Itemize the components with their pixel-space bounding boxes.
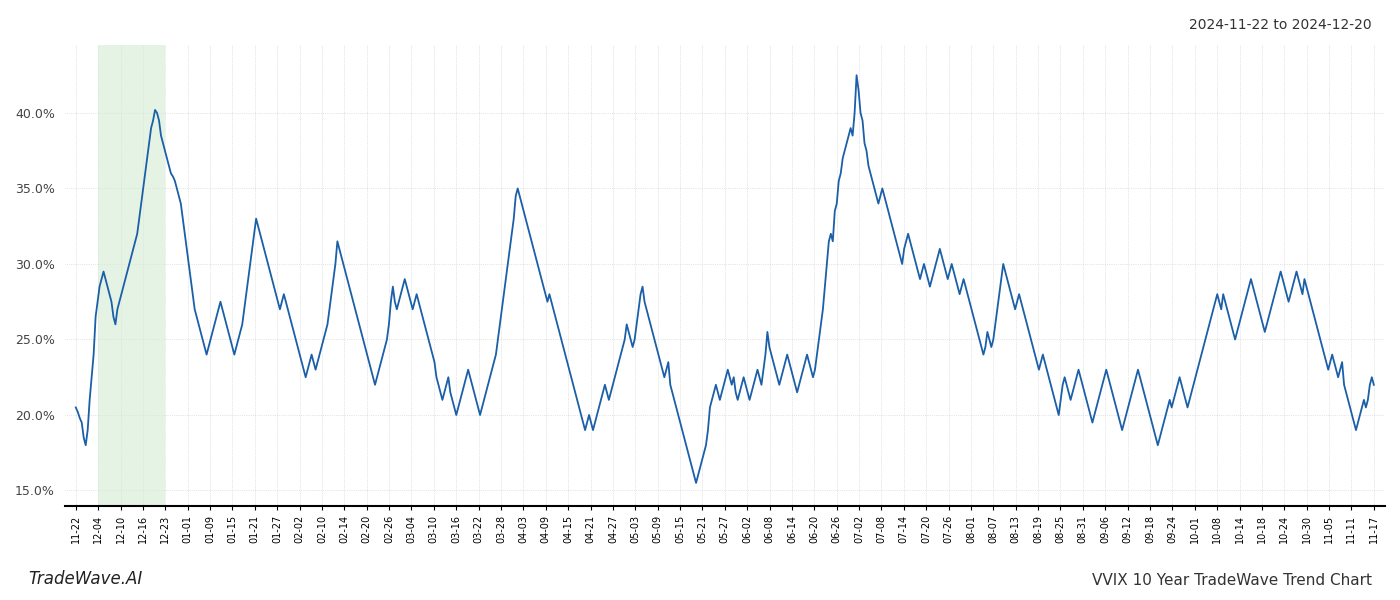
Bar: [98, 45, 165, 506]
Text: TradeWave.AI: TradeWave.AI: [28, 570, 143, 588]
Text: 2024-11-22 to 2024-12-20: 2024-11-22 to 2024-12-20: [1190, 18, 1372, 32]
Text: VVIX 10 Year TradeWave Trend Chart: VVIX 10 Year TradeWave Trend Chart: [1092, 573, 1372, 588]
